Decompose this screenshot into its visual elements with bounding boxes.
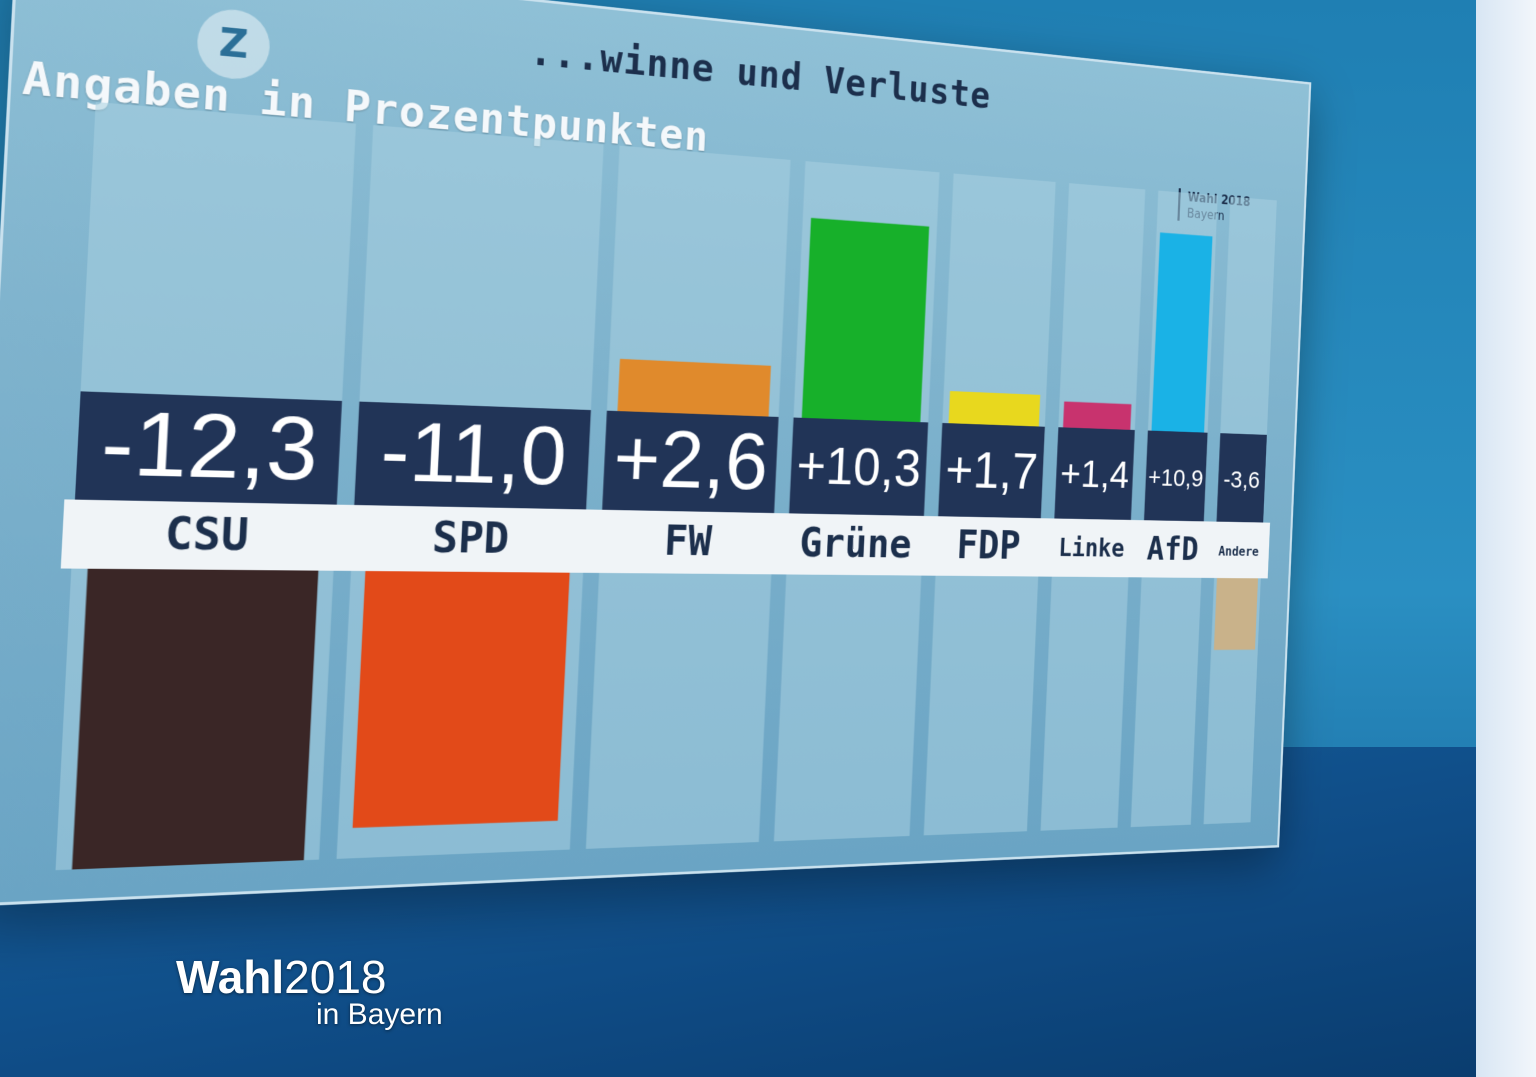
bar-fdp: [949, 391, 1041, 426]
value-label-andere: -3,6: [1223, 466, 1261, 494]
value-label-linke: +1,4: [1059, 451, 1130, 497]
category-label-spd: SPD: [431, 512, 510, 563]
bar-fw: [617, 359, 770, 417]
bar-spd: [353, 571, 570, 828]
video-wall-screen: ...winne und Verluste Angaben in Prozent…: [0, 0, 1311, 907]
category-label-csu: CSU: [163, 507, 250, 561]
bar-grüne: [802, 218, 929, 422]
category-label-fw: FW: [663, 517, 714, 566]
value-label-grüne: +10,3: [795, 435, 922, 498]
bar-csu: [72, 569, 318, 870]
bar-afd: [1152, 232, 1213, 432]
category-label-fdp: FDP: [956, 522, 1022, 569]
bar-chart: -12,3 -11,0 +2,6 +10,3 +1,7 +1,4 +10,9 -3,6 CSU…: [0, 0, 1309, 904]
value-label-csu: -12,3: [99, 392, 321, 499]
value-label-afd: +10,9: [1148, 463, 1204, 492]
wahl-year: 2018: [284, 951, 386, 1003]
bar-linke: [1063, 401, 1131, 429]
category-label-andere: Andere: [1218, 544, 1259, 559]
wahl-word: Wahl: [176, 951, 284, 1003]
bar-andere: [1214, 578, 1258, 650]
value-label-fw: +2,6: [612, 412, 770, 506]
value-label-fdp: +1,7: [944, 440, 1039, 500]
category-label-afd: AfD: [1146, 530, 1199, 568]
category-label-grüne: Grüne: [798, 519, 912, 567]
wahl-sub: in Bayern: [316, 998, 443, 1032]
category-label-linke: Linke: [1058, 533, 1125, 563]
wahl-2018-overlay-logo: Wahl2018 in Bayern: [176, 950, 443, 1032]
value-label-spd: -11,0: [378, 403, 568, 502]
